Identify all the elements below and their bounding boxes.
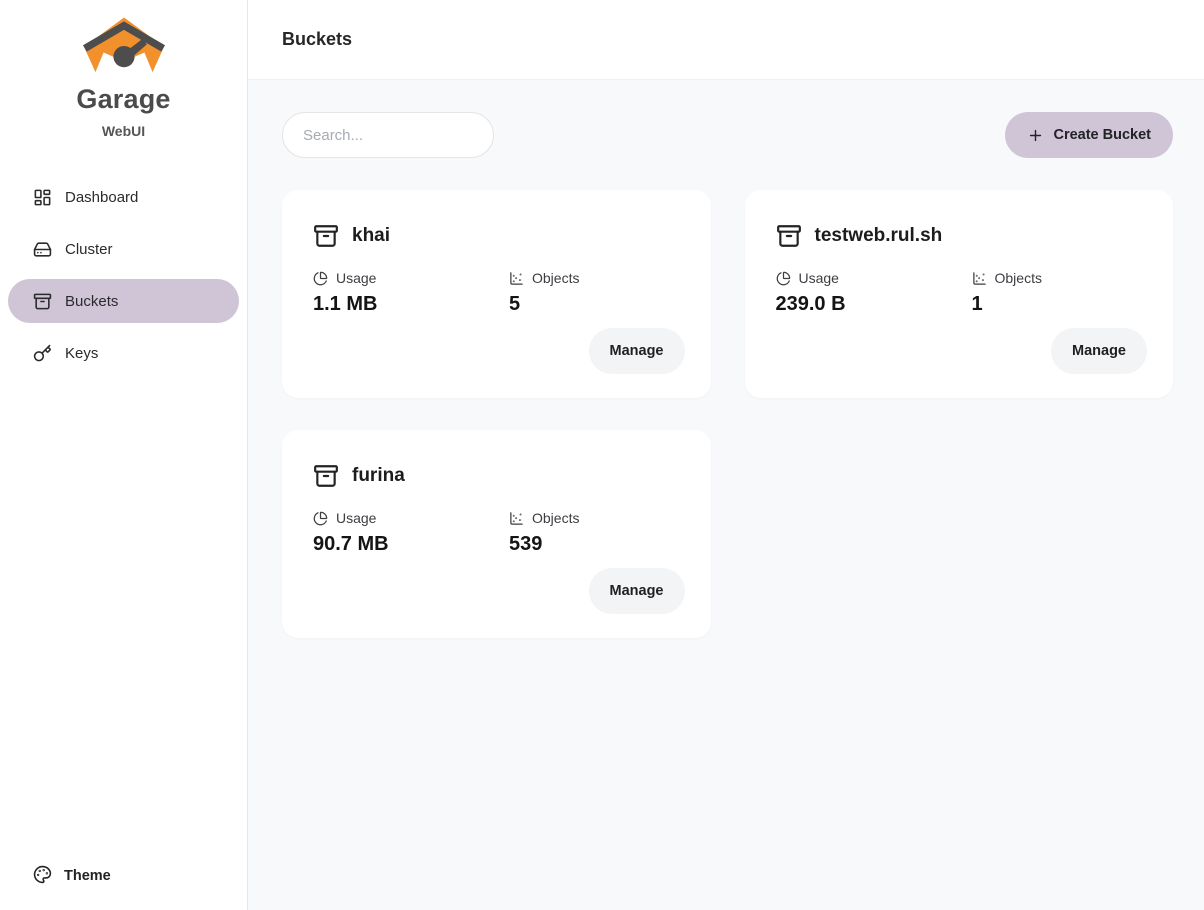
toolbar: Create Bucket <box>282 112 1173 158</box>
objects-value: 1 <box>971 293 983 315</box>
page-title: Buckets <box>282 29 353 49</box>
brand: Garage WebUI <box>8 15 239 139</box>
sidebar-item-label: Keys <box>65 344 99 362</box>
sidebar-item-label: Cluster <box>65 240 113 258</box>
archive-icon <box>33 292 52 311</box>
theme-toggle-button[interactable]: Theme <box>8 854 239 898</box>
usage-label: Usage <box>336 510 377 526</box>
scatter-chart-icon <box>509 271 524 286</box>
usage-value: 90.7 MB <box>313 533 389 555</box>
usage-stat: Usage 90.7 MB <box>313 510 509 556</box>
objects-label: Objects <box>994 270 1042 286</box>
archive-icon <box>776 223 802 249</box>
key-icon <box>33 344 52 363</box>
pie-chart-icon <box>313 511 328 526</box>
pie-chart-icon <box>313 271 328 286</box>
sidebar-item-dashboard[interactable]: Dashboard <box>8 175 239 219</box>
app-title: Garage <box>76 84 171 114</box>
objects-stat: Objects 1 <box>972 270 1148 316</box>
usage-value: 1.1 MB <box>313 293 378 315</box>
sidebar-footer: Theme <box>8 854 239 898</box>
sidebar-item-keys[interactable]: Keys <box>8 331 239 375</box>
manage-button[interactable]: Manage <box>588 328 685 374</box>
layout-dashboard-icon <box>33 188 52 207</box>
usage-label: Usage <box>336 270 377 286</box>
bucket-name: testweb.rul.sh <box>814 225 943 246</box>
usage-stat: Usage 239.0 B <box>776 270 972 316</box>
pie-chart-icon <box>776 271 791 286</box>
create-bucket-label: Create Bucket <box>1053 127 1151 143</box>
objects-value: 539 <box>509 533 543 555</box>
top-bar: Buckets <box>248 0 1204 80</box>
objects-label: Objects <box>532 270 580 286</box>
plus-icon <box>1027 127 1044 144</box>
sidebar-item-label: Dashboard <box>65 188 139 206</box>
manage-button[interactable]: Manage <box>588 568 685 614</box>
bucket-card-header: testweb.rul.sh <box>776 223 1148 249</box>
bucket-card: testweb.rul.sh Usage 239.0 B <box>744 190 1173 398</box>
bucket-actions: Manage <box>313 328 685 374</box>
bucket-name: khai <box>352 225 391 246</box>
objects-label: Objects <box>532 510 580 526</box>
garage-logo-icon <box>79 15 169 82</box>
sidebar-item-buckets[interactable]: Buckets <box>8 279 239 323</box>
sidebar-item-label: Buckets <box>65 292 119 310</box>
manage-button[interactable]: Manage <box>1051 328 1147 374</box>
objects-value: 5 <box>509 293 521 315</box>
hard-drive-icon <box>33 240 52 259</box>
main-area: Buckets Create Bucket khai <box>248 0 1204 910</box>
archive-icon <box>313 463 339 489</box>
sidebar-item-cluster[interactable]: Cluster <box>8 227 239 271</box>
bucket-name: furina <box>352 465 405 486</box>
bucket-card: furina Usage 90.7 MB <box>282 430 711 638</box>
create-bucket-button[interactable]: Create Bucket <box>1005 112 1173 158</box>
bucket-card-header: khai <box>313 223 685 249</box>
palette-icon <box>33 865 52 888</box>
objects-stat: Objects 5 <box>509 270 685 316</box>
archive-icon <box>313 223 339 249</box>
sidebar-nav: Dashboard Cluster Buckets Keys <box>8 175 239 375</box>
usage-value: 239.0 B <box>775 293 846 315</box>
buckets-grid: khai Usage 1.1 MB <box>282 190 1173 638</box>
bucket-card: khai Usage 1.1 MB <box>282 190 711 398</box>
bucket-actions: Manage <box>776 328 1147 374</box>
bucket-card-header: furina <box>313 463 685 489</box>
usage-label: Usage <box>798 270 839 286</box>
content-area: Create Bucket khai <box>248 80 1204 910</box>
theme-label: Theme <box>64 868 111 884</box>
bucket-stats: Usage 1.1 MB Objects 5 <box>313 270 685 316</box>
scatter-chart-icon <box>972 271 987 286</box>
bucket-stats: Usage 239.0 B Objects 1 <box>776 270 1148 316</box>
objects-stat: Objects 539 <box>509 510 685 556</box>
bucket-actions: Manage <box>313 568 685 614</box>
scatter-chart-icon <box>509 511 524 526</box>
search-input[interactable] <box>282 112 494 158</box>
bucket-stats: Usage 90.7 MB Objects 539 <box>313 510 685 556</box>
app-subtitle: WebUI <box>101 123 146 139</box>
sidebar: Garage WebUI Dashboard Cluster Buckets <box>0 0 248 910</box>
usage-stat: Usage 1.1 MB <box>313 270 509 316</box>
